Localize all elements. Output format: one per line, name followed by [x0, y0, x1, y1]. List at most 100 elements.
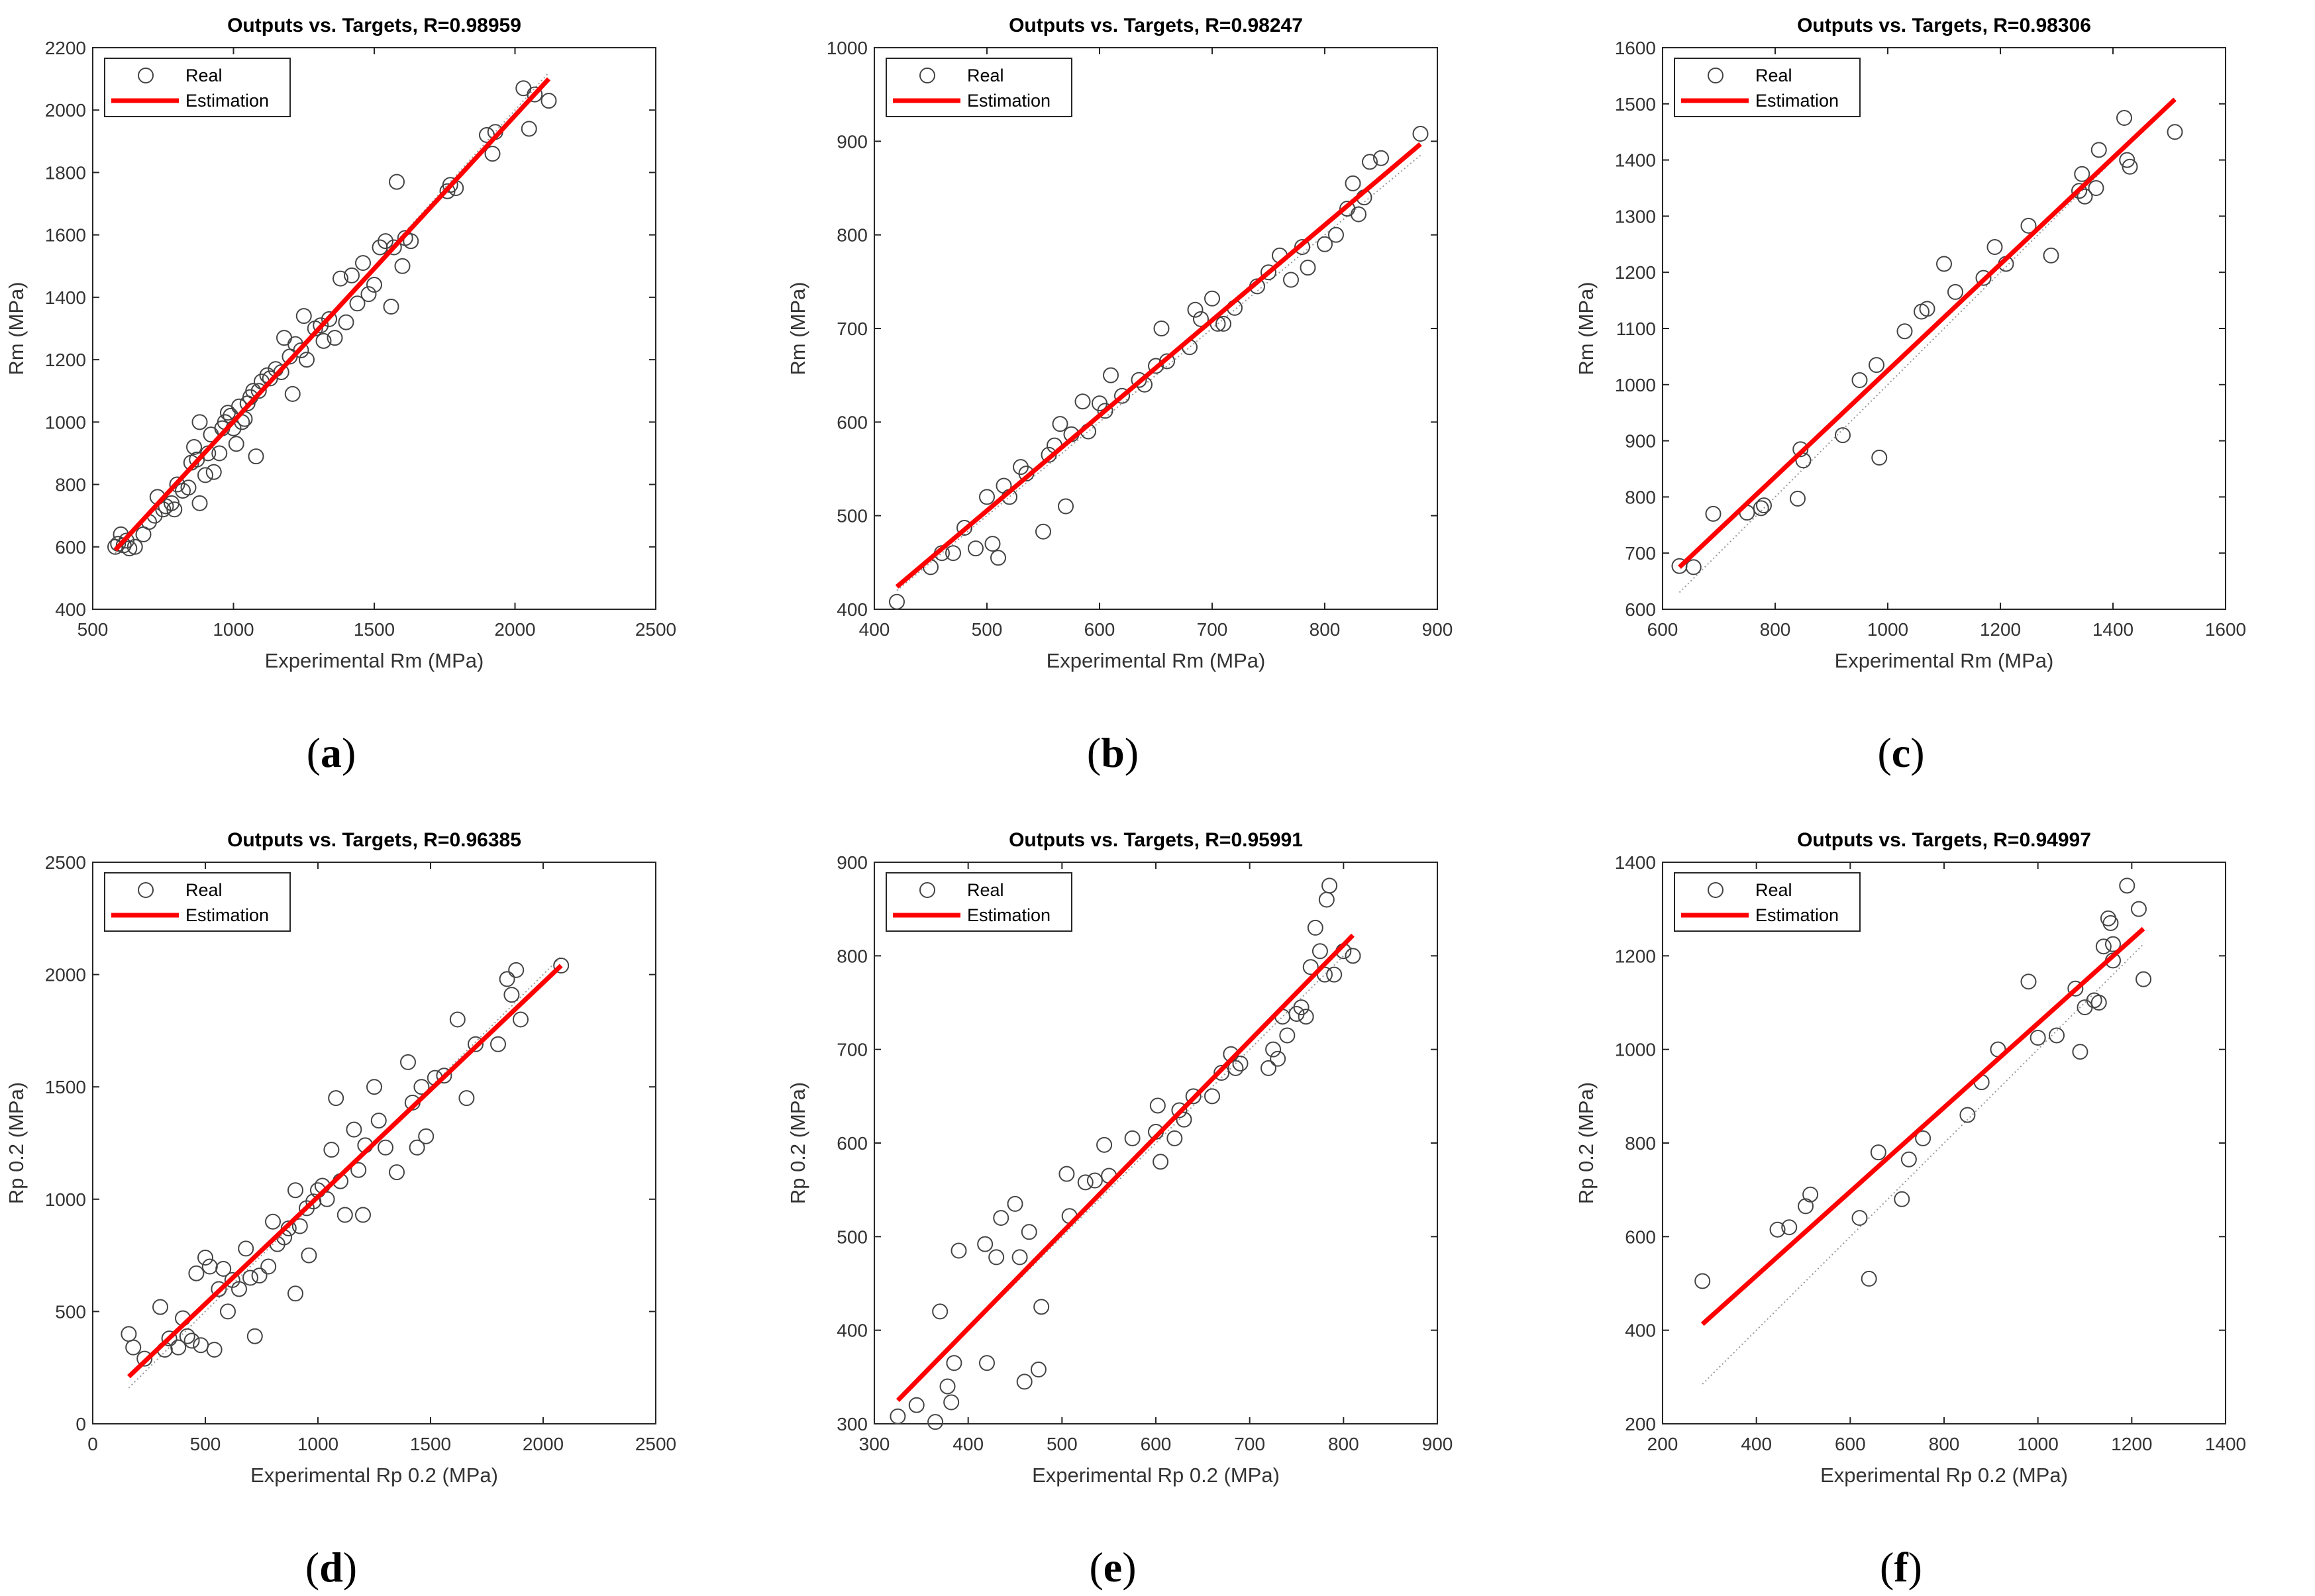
chart-c-legend-real-label: Real	[1755, 66, 1792, 85]
chart-d-data-point	[260, 1258, 277, 1275]
chart-b-x-tick-label: 500	[972, 619, 1003, 640]
caption-e: (e)	[1089, 1544, 1137, 1591]
chart-c-y-tick-label: 700	[1625, 543, 1656, 564]
chart-f-data-point	[1781, 1219, 1798, 1236]
chart-d-legend-real-marker	[138, 882, 154, 898]
chart-a-data-point	[299, 352, 315, 368]
chart-d-x-tick-label: 1500	[410, 1434, 451, 1454]
chart-c-data-point	[2167, 124, 2183, 140]
chart-a-data-point	[540, 93, 557, 109]
chart-d-data-point	[242, 1270, 258, 1286]
chart-e-data-point	[1213, 1065, 1230, 1081]
chart-a-data-point	[191, 414, 208, 430]
chart-d-data-point	[211, 1281, 227, 1297]
chart-d-data-point	[413, 1079, 430, 1095]
chart-d-legend-box	[104, 872, 291, 932]
chart-f-data-point	[1861, 1270, 1877, 1287]
chart-a-data-point	[521, 121, 537, 137]
chart-d-estimation-line	[127, 964, 563, 1379]
chart-d-y-tick-label: 1500	[45, 1077, 86, 1097]
chart-b-data-point	[1148, 358, 1164, 374]
chart-c-x-tick-label: 1600	[2205, 619, 2246, 640]
chart-e-data-point	[1096, 1136, 1113, 1153]
chart-d-title: Outputs vs. Targets, R=0.96385	[227, 829, 521, 851]
chart-a-data-point	[197, 467, 213, 483]
chart-d-data-point	[370, 1113, 387, 1129]
chart-d-data-point	[206, 1342, 223, 1358]
chart-b-data-point	[945, 545, 961, 562]
chart-d-data-point	[319, 1191, 335, 1207]
chart-f-data-point	[1851, 1210, 1868, 1226]
chart-c-data-point	[2090, 142, 2107, 158]
chart-e-data-point	[979, 1355, 995, 1372]
chart-f-legend-real-marker	[1708, 882, 1723, 898]
caption-a: (a)	[306, 729, 356, 776]
chart-c-data-point	[1919, 301, 1935, 317]
chart-f-x-axis-label: Experimental Rp 0.2 (MPa)	[1820, 1464, 2068, 1487]
chart-a-y-tick-label: 2000	[45, 100, 86, 121]
chart-f-legend-estimation-label: Estimation	[1755, 905, 1839, 925]
chart-b-legend-real-marker	[919, 68, 935, 83]
chart-e-y-tick-label: 300	[837, 1414, 868, 1434]
chart-a-x-axis-label: Experimental Rm (MPa)	[265, 649, 484, 672]
chart-panel-c: Outputs vs. Targets, R=0.98306 600 800 1000…	[1570, 0, 2246, 781]
chart-a-data-point	[386, 239, 402, 256]
chart-c-y-tick-label: 900	[1625, 431, 1656, 452]
chart-b-data-point	[1035, 523, 1051, 540]
chart-d-data-point	[418, 1128, 435, 1144]
chart-b-x-tick-label: 700	[1197, 619, 1228, 640]
chart-f-legend-box	[1674, 872, 1861, 932]
chart-d-data-point	[265, 1213, 281, 1230]
chart-f-axes-box	[1662, 862, 2226, 1424]
chart-d-data-point	[291, 1218, 308, 1234]
chart-b-x-tick-label: 400	[859, 619, 890, 640]
chart-b-data-point	[1097, 403, 1113, 419]
chart-d-data-point	[400, 1054, 416, 1070]
chart-d-data-point	[436, 1068, 452, 1084]
chart-c-data-point	[2043, 247, 2059, 264]
chart-f-x-tick-label: 600	[1835, 1434, 1866, 1454]
chart-c-data-point	[1685, 559, 1702, 575]
chart-f-y-tick-label: 200	[1625, 1414, 1656, 1434]
chart-d-y-tick-label: 2000	[45, 965, 86, 985]
chart-c-data-point	[2020, 217, 2037, 234]
chart-c-identity-line	[1678, 97, 2176, 593]
chart-b-x-tick-label: 800	[1310, 619, 1341, 640]
chart-a-x-tick-label: 2000	[494, 619, 535, 640]
chart-d-y-tick-label: 1000	[45, 1189, 86, 1210]
chart-a-data-point	[484, 146, 501, 162]
chart-b-data-point	[1300, 260, 1316, 276]
chart-b-y-tick-label: 900	[837, 131, 868, 152]
chart-e-data-point	[988, 1249, 1005, 1266]
chart-a-data-point	[313, 317, 329, 334]
chart-a-data-point	[250, 383, 267, 399]
chart-d-data-point	[490, 1036, 506, 1052]
chart-f-x-tick-label: 1400	[2205, 1434, 2246, 1454]
chart-d-data-point	[378, 1139, 393, 1156]
chart-a-y-tick-label: 1000	[45, 412, 86, 432]
chart-c-legend-box	[1674, 58, 1861, 117]
chart-a-data-point	[383, 299, 399, 315]
chart-b-data-point	[1283, 272, 1299, 288]
chart-e-data-point	[1021, 1224, 1037, 1240]
chart-d-data-point	[508, 962, 525, 978]
chart-b-data-point	[1193, 311, 1209, 327]
chart-b-data-point	[1362, 154, 1378, 170]
chart-d-data-point	[215, 1260, 232, 1277]
chart-c-y-tick-label: 1600	[1615, 38, 1656, 58]
chart-b-legend-estimation-label: Estimation	[967, 91, 1051, 111]
chart-d-y-tick-label: 500	[55, 1301, 86, 1322]
chart-f-x-tick-label: 200	[1647, 1434, 1678, 1454]
chart-f-data-point	[1802, 1186, 1819, 1203]
chart-d-data-point	[231, 1281, 247, 1297]
chart-d-identity-line	[128, 956, 562, 1389]
chart-b-data-point	[1412, 126, 1429, 142]
chart-d-y-tick-label: 2500	[45, 852, 86, 873]
chart-e-data-point	[1265, 1041, 1282, 1058]
chart-c-data-point	[1851, 372, 1868, 389]
chart-b-data-point	[1114, 387, 1130, 404]
chart-a-x-tick-label: 1500	[354, 619, 395, 640]
chart-f-identity-line	[1702, 943, 2144, 1385]
chart-a-data-point	[211, 445, 228, 462]
chart-b-data-point	[1317, 236, 1333, 252]
